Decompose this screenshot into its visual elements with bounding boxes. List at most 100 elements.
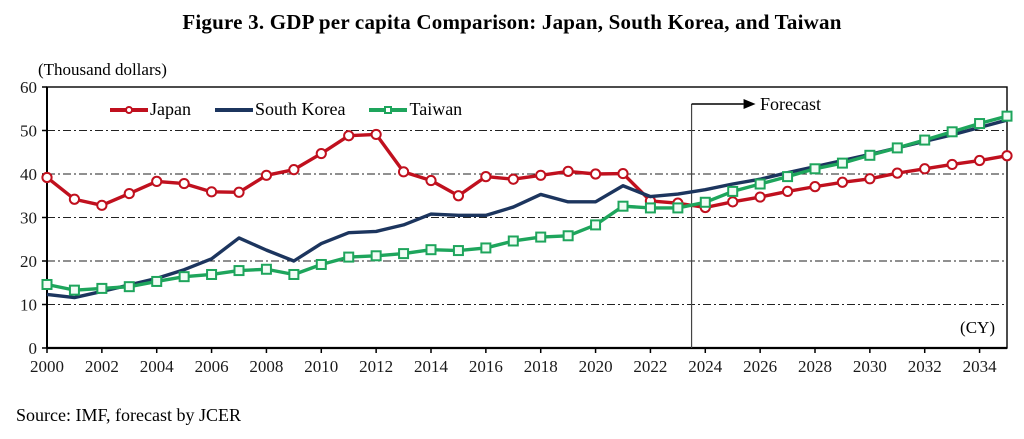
taiwan-data-point bbox=[782, 171, 794, 183]
x-tick-label: 2034 bbox=[963, 357, 998, 376]
japan-legend-label: Japan bbox=[150, 99, 191, 119]
japan-data-point bbox=[919, 163, 931, 175]
taiwan-data-point bbox=[946, 126, 958, 138]
japan-data-point bbox=[1001, 150, 1013, 162]
y-tick-label: 10 bbox=[20, 296, 37, 315]
x-tick-label: 2026 bbox=[743, 357, 777, 376]
taiwan-data-point bbox=[398, 248, 410, 260]
x-tick-label: 2018 bbox=[524, 357, 558, 376]
japan-circle-marker-icon bbox=[125, 105, 133, 114]
taiwan-data-point bbox=[617, 200, 629, 212]
taiwan-legend-swatch bbox=[369, 105, 408, 114]
taiwan-data-point bbox=[123, 281, 135, 293]
legend-item-south-korea: South Korea bbox=[214, 99, 346, 120]
japan-data-point bbox=[151, 175, 163, 187]
japan-data-point bbox=[205, 186, 218, 198]
taiwan-data-point bbox=[809, 163, 821, 175]
japan-data-point bbox=[370, 128, 382, 141]
taiwan-data-point bbox=[343, 251, 355, 263]
japan-data-point bbox=[123, 187, 135, 200]
y-tick-label: 60 bbox=[20, 78, 37, 97]
taiwan-data-point bbox=[233, 265, 245, 277]
taiwan-data-point bbox=[260, 263, 272, 275]
x-tick-label: 2000 bbox=[30, 357, 64, 376]
japan-data-point bbox=[41, 171, 53, 184]
source-note: Source: IMF, forecast by JCER bbox=[16, 405, 242, 425]
x-tick-label: 2002 bbox=[85, 357, 119, 376]
taiwan-data-point bbox=[288, 268, 300, 280]
japan-data-point bbox=[507, 173, 519, 185]
japan-data-point bbox=[397, 166, 410, 178]
taiwan-data-point bbox=[315, 258, 327, 270]
taiwan-data-point bbox=[727, 185, 739, 197]
japan-data-point bbox=[233, 186, 245, 198]
japan-data-point bbox=[836, 176, 849, 188]
japan-data-point bbox=[864, 173, 876, 185]
japan-data-point bbox=[343, 130, 355, 142]
japan-data-point bbox=[68, 193, 81, 205]
japan-data-point bbox=[589, 168, 602, 180]
taiwan-data-point bbox=[919, 134, 931, 146]
japan-data-point bbox=[946, 158, 958, 171]
japan-data-point bbox=[562, 165, 574, 177]
japan-data-point bbox=[260, 169, 273, 181]
japan-data-point bbox=[754, 191, 766, 203]
x-tick-label: 2024 bbox=[688, 357, 723, 376]
x-tick-label: 2020 bbox=[579, 357, 613, 376]
south-korea-legend-swatch bbox=[214, 107, 253, 112]
legend-item-taiwan: Taiwan bbox=[369, 99, 462, 120]
taiwan-data-point bbox=[974, 118, 986, 130]
taiwan-data-point bbox=[699, 196, 711, 208]
taiwan-data-point bbox=[452, 245, 464, 257]
x-tick-label: 2004 bbox=[140, 357, 175, 376]
x-tick-label: 2028 bbox=[798, 357, 832, 376]
japan-data-point bbox=[480, 171, 492, 183]
y-tick-label: 40 bbox=[20, 165, 37, 184]
japan-data-point bbox=[452, 190, 465, 202]
taiwan-data-point bbox=[96, 282, 108, 294]
chart-legend: Japan South Korea Taiwan bbox=[110, 99, 486, 120]
calendar-year-label: (CY) bbox=[960, 318, 995, 337]
japan-data-point bbox=[535, 169, 547, 181]
japan-data-point bbox=[288, 164, 300, 176]
x-tick-label: 2008 bbox=[249, 357, 283, 376]
japan-data-point bbox=[781, 185, 794, 197]
japan-data-point bbox=[727, 196, 739, 208]
taiwan-data-point bbox=[41, 278, 53, 290]
x-tick-label: 2032 bbox=[908, 357, 942, 376]
taiwan-data-point bbox=[480, 242, 492, 254]
legend-item-japan: Japan bbox=[110, 99, 191, 120]
taiwan-data-point bbox=[206, 268, 218, 280]
japan-data-point bbox=[809, 181, 821, 193]
taiwan-data-point bbox=[891, 142, 903, 154]
taiwan-data-point bbox=[68, 284, 80, 296]
taiwan-square-marker-icon bbox=[384, 105, 393, 114]
taiwan-data-point bbox=[754, 178, 766, 190]
taiwan-data-point bbox=[590, 219, 602, 231]
japan-legend-swatch bbox=[110, 105, 148, 114]
x-tick-label: 2006 bbox=[195, 357, 229, 376]
figure-title: Figure 3. GDP per capita Comparison: Jap… bbox=[182, 10, 842, 34]
japan-data-point bbox=[425, 174, 437, 187]
taiwan-data-point bbox=[151, 275, 163, 287]
taiwan-data-point bbox=[672, 202, 684, 214]
taiwan-series bbox=[41, 110, 1013, 296]
taiwan-data-point bbox=[507, 235, 519, 247]
x-tick-label: 2030 bbox=[853, 357, 887, 376]
south-korea-legend-label: South Korea bbox=[254, 99, 346, 119]
taiwan-data-point bbox=[562, 230, 574, 242]
forecast-annotation-label: Forecast bbox=[760, 94, 821, 114]
y-tick-label: 30 bbox=[20, 209, 37, 228]
taiwan-data-point bbox=[425, 244, 437, 256]
japan-data-point bbox=[973, 154, 986, 167]
taiwan-data-point bbox=[178, 271, 190, 283]
x-tick-label: 2022 bbox=[633, 357, 667, 376]
japan-series bbox=[41, 128, 1013, 214]
x-tick-label: 2016 bbox=[469, 357, 503, 376]
japan-data-point bbox=[178, 177, 190, 190]
forecast-arrow-icon bbox=[743, 99, 756, 109]
south-korea-series bbox=[46, 118, 1008, 300]
japan-data-point bbox=[96, 199, 108, 211]
